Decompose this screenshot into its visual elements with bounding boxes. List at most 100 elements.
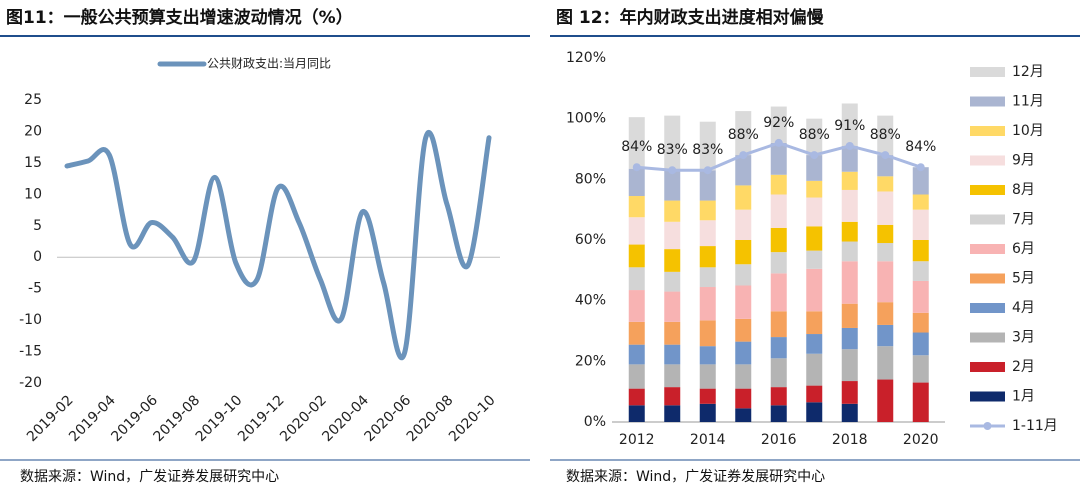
chart-title: 图11：一般公共预算支出增速波动情况（%） bbox=[6, 7, 353, 28]
bar-segment bbox=[770, 142, 787, 175]
bar-segment bbox=[664, 271, 681, 292]
legend-swatch bbox=[970, 362, 1005, 372]
y-tick-label: 60% bbox=[575, 232, 606, 248]
bar-segment bbox=[912, 382, 929, 422]
legend-swatch bbox=[970, 391, 1005, 402]
bar-segment bbox=[735, 364, 752, 389]
source-note: 数据来源：Wind，广发证券发展研究中心 bbox=[566, 469, 825, 485]
x-tick-label: 2020-10 bbox=[446, 392, 499, 445]
y-tick-label: 25 bbox=[24, 92, 42, 108]
bar-segment bbox=[699, 346, 716, 365]
bar-segment bbox=[806, 268, 823, 312]
bar-segment bbox=[735, 240, 752, 265]
y-tick-label: 5 bbox=[33, 218, 42, 234]
y-tick-label: 120% bbox=[566, 50, 606, 66]
data-label: 92% bbox=[763, 115, 794, 131]
bar-segment bbox=[841, 303, 858, 328]
x-tick-label: 2016 bbox=[761, 432, 797, 448]
legend-label: 11月 bbox=[1012, 94, 1044, 110]
bar-segment bbox=[735, 209, 752, 240]
bar-segment bbox=[877, 176, 894, 192]
bar-segment bbox=[806, 311, 823, 335]
data-label: 91% bbox=[834, 118, 865, 134]
legend-swatch bbox=[970, 126, 1005, 136]
bar-segment bbox=[770, 227, 787, 253]
legend-label: 9月 bbox=[1012, 153, 1035, 169]
bar-segment bbox=[628, 217, 645, 245]
legend-label: 2月 bbox=[1012, 359, 1035, 375]
bar-segment bbox=[806, 180, 823, 198]
bar-segment bbox=[664, 200, 681, 222]
y-tick-label: 0 bbox=[33, 249, 42, 265]
legend-swatch bbox=[970, 214, 1005, 225]
bar-segment bbox=[841, 103, 858, 146]
line-marker bbox=[916, 163, 925, 172]
bar-segment bbox=[699, 267, 716, 288]
line-marker bbox=[845, 141, 854, 150]
y-tick-label: 100% bbox=[566, 111, 606, 127]
bar-segment bbox=[664, 291, 681, 322]
data-label: 88% bbox=[799, 127, 830, 143]
legend-label: 1月 bbox=[1012, 389, 1035, 405]
bar-segment bbox=[735, 285, 752, 319]
y-tick-label: -15 bbox=[19, 344, 42, 360]
bar-segment bbox=[664, 387, 681, 406]
legend-label: 1-11月 bbox=[1012, 418, 1058, 434]
bar-segment bbox=[628, 364, 645, 389]
line-series bbox=[64, 130, 492, 361]
bar-segment bbox=[806, 385, 823, 403]
legend-swatch bbox=[970, 155, 1005, 166]
bar-segment bbox=[841, 261, 858, 304]
bar-segment bbox=[877, 191, 894, 225]
bar-segment bbox=[699, 364, 716, 389]
bar-segment bbox=[628, 344, 645, 365]
bar-segment bbox=[699, 287, 716, 321]
legend-label: 7月 bbox=[1012, 212, 1035, 228]
bar-segment bbox=[699, 246, 716, 268]
bar-segment bbox=[841, 349, 858, 382]
x-tick-label: 2014 bbox=[690, 432, 726, 448]
bar-segment bbox=[770, 358, 787, 388]
y-tick-label: 40% bbox=[575, 293, 606, 309]
line-marker bbox=[739, 151, 748, 160]
legend-swatch bbox=[970, 96, 1005, 107]
bar-segment bbox=[841, 189, 858, 222]
y-tick-label: -20 bbox=[19, 375, 42, 391]
bar-segment bbox=[877, 155, 894, 177]
bar-segment bbox=[877, 224, 894, 244]
bar-segment bbox=[664, 405, 681, 422]
source-note: 数据来源：Wind，广发证券发展研究中心 bbox=[20, 469, 279, 485]
y-tick-label: 0% bbox=[584, 414, 606, 430]
line-marker bbox=[668, 166, 677, 175]
data-label: 83% bbox=[692, 142, 723, 158]
x-tick-label: 2018 bbox=[832, 432, 868, 448]
bar-segment bbox=[770, 273, 787, 312]
legend-label: 12月 bbox=[1012, 64, 1044, 80]
y-tick-label: 10 bbox=[24, 186, 42, 202]
bar-segment bbox=[841, 221, 858, 242]
bar-segment bbox=[664, 344, 681, 365]
legend-label: 5月 bbox=[1012, 271, 1035, 287]
bar-segment bbox=[664, 321, 681, 345]
bar-segment bbox=[735, 111, 752, 156]
bar-segment bbox=[628, 321, 645, 345]
bar-segment bbox=[628, 405, 645, 422]
bar-segment bbox=[699, 320, 716, 347]
bar-segment bbox=[735, 341, 752, 365]
bar-segment bbox=[877, 261, 894, 303]
bar-segment bbox=[877, 346, 894, 380]
legend-swatch bbox=[970, 185, 1005, 195]
bar-segment bbox=[735, 408, 752, 422]
bar-segment bbox=[806, 226, 823, 251]
bar-segment bbox=[841, 171, 858, 190]
bar-segment bbox=[912, 280, 929, 313]
bar-segment bbox=[877, 115, 894, 156]
legend-label: 3月 bbox=[1012, 330, 1035, 346]
bar-segment bbox=[699, 388, 716, 404]
bar-segment bbox=[912, 312, 929, 333]
bar-segment bbox=[699, 170, 716, 201]
bar-segment bbox=[806, 334, 823, 354]
bar-segment bbox=[664, 249, 681, 272]
bar-segment bbox=[628, 168, 645, 197]
